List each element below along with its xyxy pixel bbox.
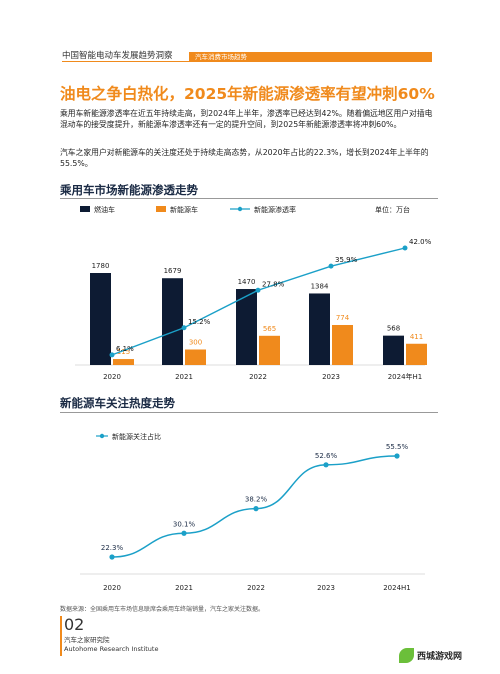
- attention-point: [323, 462, 329, 468]
- section-tab-label: 汽车消费市场趋势: [195, 53, 247, 61]
- x-tick-label: 2023: [317, 584, 335, 592]
- bar-fuel: [383, 335, 404, 365]
- bar-label-nev: 300: [189, 338, 202, 346]
- penetration-point: [109, 352, 115, 358]
- legend-label-penetration: 新能源渗透率: [254, 205, 296, 214]
- bar-fuel: [162, 278, 183, 365]
- penetration-label: 6.1%: [116, 345, 134, 353]
- attention-label: 52.6%: [315, 452, 338, 460]
- attention-point: [253, 506, 259, 512]
- unit-label: 单位：万台: [375, 205, 410, 214]
- attention-label: 30.1%: [173, 520, 196, 528]
- header-divider: [62, 61, 432, 62]
- legend-label-attention: 新能源关注占比: [112, 432, 161, 441]
- penetration-point: [181, 325, 187, 331]
- x-tick-label: 2020: [103, 584, 121, 592]
- penetration-label: 27.8%: [262, 280, 285, 288]
- chart1-title-underline: [60, 198, 438, 199]
- attention-point: [109, 554, 115, 560]
- bar-fuel: [90, 273, 111, 365]
- attention-point: [394, 453, 400, 459]
- bar-fuel: [309, 293, 330, 365]
- paragraph-2: 汽车之家用户对新能源车的关注度还处于持续走高态势，从2020年占比的22.3%，…: [60, 148, 429, 168]
- x-tick-label: 2021: [175, 373, 193, 381]
- bar-label-fuel: 1470: [238, 278, 256, 286]
- section-tab: 汽车消费市场趋势: [189, 52, 432, 62]
- page-number: 02: [64, 615, 85, 634]
- chart2-title-underline: [60, 412, 438, 413]
- leaf-icon: [399, 648, 414, 663]
- penetration-label: 42.0%: [409, 238, 432, 246]
- institute-name: 汽车之家研究院 Autohome Research Institute: [64, 636, 158, 654]
- chart2-title: 新能源车关注热度走势: [60, 396, 175, 410]
- bar-nev: [332, 324, 353, 365]
- legend-swatch-fuel: [80, 206, 90, 212]
- attention-label: 38.2%: [245, 496, 268, 504]
- paragraph-1: 乘用车新能源渗透率在近五年持续走高，到2024年上半年，渗透率已经达到42%。随…: [60, 109, 433, 129]
- chart1-title: 乘用车市场新能源渗透走势: [60, 183, 198, 197]
- bar-label-fuel: 1384: [311, 282, 329, 290]
- legend-label-nev: 新能源车: [170, 205, 198, 214]
- bar-label-nev: 774: [336, 314, 350, 322]
- bar-nev: [406, 343, 427, 365]
- penetration-label: 15.2%: [188, 318, 211, 326]
- attention-line: [111, 455, 398, 558]
- bar-label-fuel: 568: [387, 325, 400, 333]
- penetration-line: [111, 247, 406, 356]
- page-number-bar: [60, 616, 62, 656]
- bar-label-fuel: 1679: [164, 267, 182, 275]
- attention-label: 55.5%: [386, 443, 409, 451]
- page-headline: 油电之争白热化，2025年新能源渗透率有望冲刺60%: [60, 85, 435, 103]
- report-title: 中国智能电动车发展趋势洞察: [62, 51, 173, 61]
- x-tick-label: 2022: [247, 584, 265, 592]
- legend-swatch-nev: [156, 206, 166, 212]
- institute-name-en: Autohome Research Institute: [64, 645, 159, 653]
- attention-label: 22.3%: [101, 544, 124, 552]
- bar-nev: [113, 359, 134, 365]
- penetration-point: [328, 263, 334, 269]
- x-tick-label: 2022: [249, 373, 267, 381]
- penetration-chart: 燃油车 新能源车 新能源渗透率 单位：万台 1780 115 2020 1679 300 2021…: [75, 205, 432, 381]
- penetration-point: [255, 287, 261, 293]
- watermark-text: 西城游戏网: [417, 652, 463, 662]
- bar-label-nev: 565: [263, 325, 276, 333]
- bar-nev: [185, 349, 206, 365]
- x-tick-label: 2023: [322, 373, 340, 381]
- x-tick-label: 2020: [103, 373, 121, 381]
- institute-name-cn: 汽车之家研究院: [64, 636, 110, 644]
- penetration-label: 35.9%: [335, 256, 358, 264]
- x-tick-label: 2021: [175, 584, 193, 592]
- x-tick-label: 2024H1: [383, 584, 411, 592]
- bar-label-nev: 411: [410, 333, 423, 341]
- watermark-logo: 西城游戏网: [395, 645, 475, 667]
- penetration-point: [402, 245, 408, 251]
- legend-label-fuel: 燃油车: [94, 205, 115, 214]
- data-source-note: 数据来源：全国乘用车市场信息联席会乘用车终端销量，汽车之家关注数据。: [60, 606, 265, 613]
- legend-marker-penetration: [237, 206, 243, 212]
- attention-chart: 新能源关注占比 22.3% 2020 30.1% 2021 38.2% 2022 52.6% 2…: [80, 432, 425, 592]
- legend-marker-attention: [99, 433, 105, 439]
- bar-label-fuel: 1780: [92, 262, 110, 270]
- bar-label-nev: 115: [117, 348, 130, 356]
- x-tick-label: 2024年H1: [388, 372, 423, 381]
- attention-point: [181, 530, 187, 536]
- bar-nev: [259, 335, 280, 365]
- bar-fuel: [236, 289, 257, 365]
